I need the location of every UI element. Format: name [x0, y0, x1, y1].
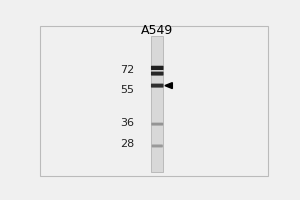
- Text: 72: 72: [120, 65, 134, 75]
- FancyBboxPatch shape: [151, 66, 164, 70]
- Text: 28: 28: [120, 139, 134, 149]
- FancyBboxPatch shape: [40, 26, 268, 176]
- FancyBboxPatch shape: [152, 36, 163, 172]
- FancyBboxPatch shape: [151, 123, 163, 126]
- Polygon shape: [165, 83, 172, 89]
- Text: A549: A549: [141, 24, 173, 37]
- Text: 36: 36: [120, 118, 134, 128]
- FancyBboxPatch shape: [151, 84, 164, 88]
- Text: 55: 55: [120, 85, 134, 95]
- FancyBboxPatch shape: [151, 72, 164, 76]
- FancyBboxPatch shape: [152, 145, 163, 147]
